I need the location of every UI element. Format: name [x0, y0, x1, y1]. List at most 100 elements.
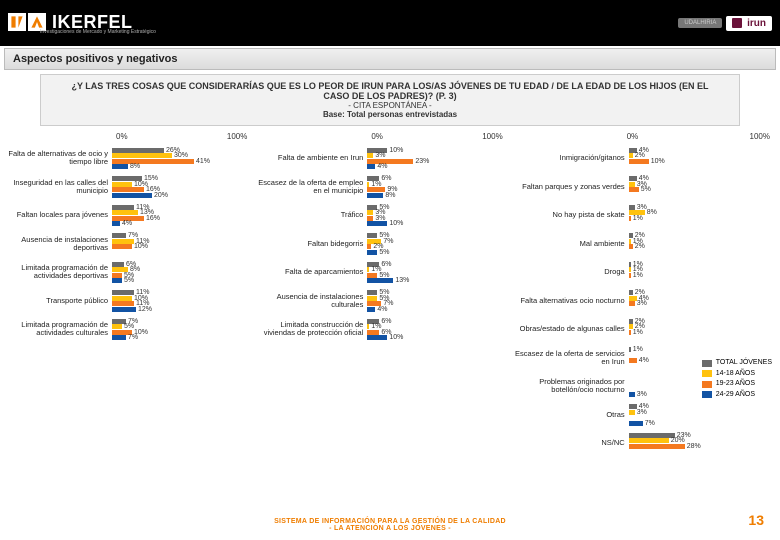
legend-label: 19-23 AÑOS [716, 379, 755, 390]
bar-row: 10% [112, 244, 251, 249]
axis-max: 100% [482, 132, 502, 141]
bar-row: 5% [367, 205, 506, 210]
item-bars: 5%5%7%4% [367, 290, 506, 313]
question-base: Base: Total personas entrevistadas [61, 110, 719, 119]
bar [367, 193, 383, 198]
logo-sub: Investigaciones de Mercado y Marketing E… [40, 29, 156, 35]
bar [112, 296, 132, 301]
bar-value: 7% [645, 420, 655, 427]
item-label: Limitada programación de actividades cul… [0, 321, 112, 337]
bar-row: 4% [629, 404, 774, 409]
bar-value: 5% [124, 277, 134, 284]
bar-row: 5% [112, 324, 251, 329]
bar [367, 159, 413, 164]
legend-row: 24-29 AÑOS [702, 390, 772, 401]
bar [629, 404, 637, 409]
bar-value: 7% [128, 334, 138, 341]
chart-item: Inmigración/gitanos4%2%10% [511, 147, 774, 170]
item-bars: 6%1%6%10% [367, 318, 506, 341]
item-bars: 7%5%10%7% [112, 318, 251, 341]
bar-row: 11% [112, 290, 251, 295]
bar [629, 187, 639, 192]
bar-row: 2% [629, 244, 774, 249]
bar-row: 2% [629, 324, 774, 329]
item-label: Inmigración/gitanos [511, 154, 629, 162]
item-bars: 6%1%9%8% [367, 176, 506, 199]
bar-row: 1% [629, 330, 774, 335]
bar [367, 221, 387, 226]
item-bars: 2%4%3% [629, 290, 774, 313]
bar [629, 444, 685, 449]
chart-item: Ausencia de instalaciones deportivas7%11… [0, 233, 251, 256]
bar-row: 5% [367, 273, 506, 278]
bar-row: 10% [629, 159, 774, 164]
axis-max: 100% [227, 132, 247, 141]
bar [629, 358, 637, 363]
bar [629, 433, 675, 438]
bar-row: 10% [367, 335, 506, 340]
item-label: Faltan locales para jóvenes [0, 211, 112, 219]
chart-item: Tráfico5%3%3%10% [255, 204, 506, 227]
bar-row: 4% [629, 176, 774, 181]
logo-block: IKERFEL Investigaciones de Mercado y Mar… [8, 12, 156, 35]
footer: SISTEMA DE INFORMACIÓN PARA LA GESTIÓN D… [0, 518, 780, 532]
bar [367, 153, 373, 158]
bar-value: 13% [395, 277, 409, 284]
bar-row: 15% [112, 176, 251, 181]
bar-row: 4% [367, 307, 506, 312]
bar-row: 10% [112, 182, 251, 187]
bar-row: 13% [112, 210, 251, 215]
bar [112, 193, 152, 198]
item-label: Falta de ambiente en Irun [255, 154, 367, 162]
chart-item: Falta de alternativas de ocio y tiempo l… [0, 147, 251, 170]
bar-row: 30% [112, 153, 251, 158]
bar [629, 296, 637, 301]
bar-value: 5% [379, 249, 389, 256]
item-label: Escasez de la oferta de empleo en el mun… [255, 179, 367, 195]
bar-row [629, 193, 774, 198]
bar-row: 3% [629, 410, 774, 415]
chart-item: Limitada construcción de viviendas de pr… [255, 318, 506, 341]
bar-value: 4% [377, 306, 387, 313]
item-bars: 5%7%2%5% [367, 233, 506, 256]
item-bars: 1%1%1% [629, 261, 774, 284]
item-label: Falta de alternativas de ocio y tiempo l… [0, 150, 112, 166]
item-bars: 2%2%1% [629, 318, 774, 341]
bar-row: 7% [112, 335, 251, 340]
chart-item: Limitada programación de actividades cul… [0, 318, 251, 341]
bar [367, 290, 377, 295]
bar-row: 6% [367, 262, 506, 267]
bar [367, 250, 377, 255]
irun-badge: irun [726, 16, 772, 31]
bar [629, 347, 631, 352]
bar-row: 8% [367, 193, 506, 198]
bar-row: 11% [112, 301, 251, 306]
bar-row: 16% [112, 187, 251, 192]
section-title: Aspectos positivos y negativos [4, 48, 776, 70]
bar-value: 8% [385, 192, 395, 199]
bar-row: 7% [367, 301, 506, 306]
bar [112, 262, 124, 267]
bar [112, 233, 126, 238]
item-label: Faltan bidegorris [255, 240, 367, 248]
bar-row [629, 278, 774, 283]
item-label: Otras [511, 411, 629, 419]
bar-row: 16% [112, 216, 251, 221]
chart-item: Falta de ambiente en Irun10%3%23%4% [255, 147, 506, 170]
chart-column: 0%100%Falta de ambiente en Irun10%3%23%4… [255, 132, 506, 455]
bar-value: 10% [389, 334, 403, 341]
bar [629, 182, 635, 187]
question-box: ¿Y LAS TRES COSAS QUE CONSIDERARÍAS QUE … [40, 74, 740, 126]
bar-row: 4% [112, 221, 251, 226]
bar [629, 290, 633, 295]
bar-row: 4% [629, 148, 774, 153]
bar-row: 7% [629, 421, 774, 426]
chart-column: 0%100%Inmigración/gitanos4%2%10%Faltan p… [511, 132, 774, 455]
bar-row [629, 353, 774, 358]
legend-label: 14-18 AÑOS [716, 369, 755, 380]
chart-axis-header: 0%100% [511, 132, 774, 141]
question-sub: - CITA ESPONTÁNEA - [61, 101, 719, 110]
bar-row: 12% [112, 307, 251, 312]
item-label: Ausencia de instalaciones culturales [255, 293, 367, 309]
item-label: Droga [511, 268, 629, 276]
